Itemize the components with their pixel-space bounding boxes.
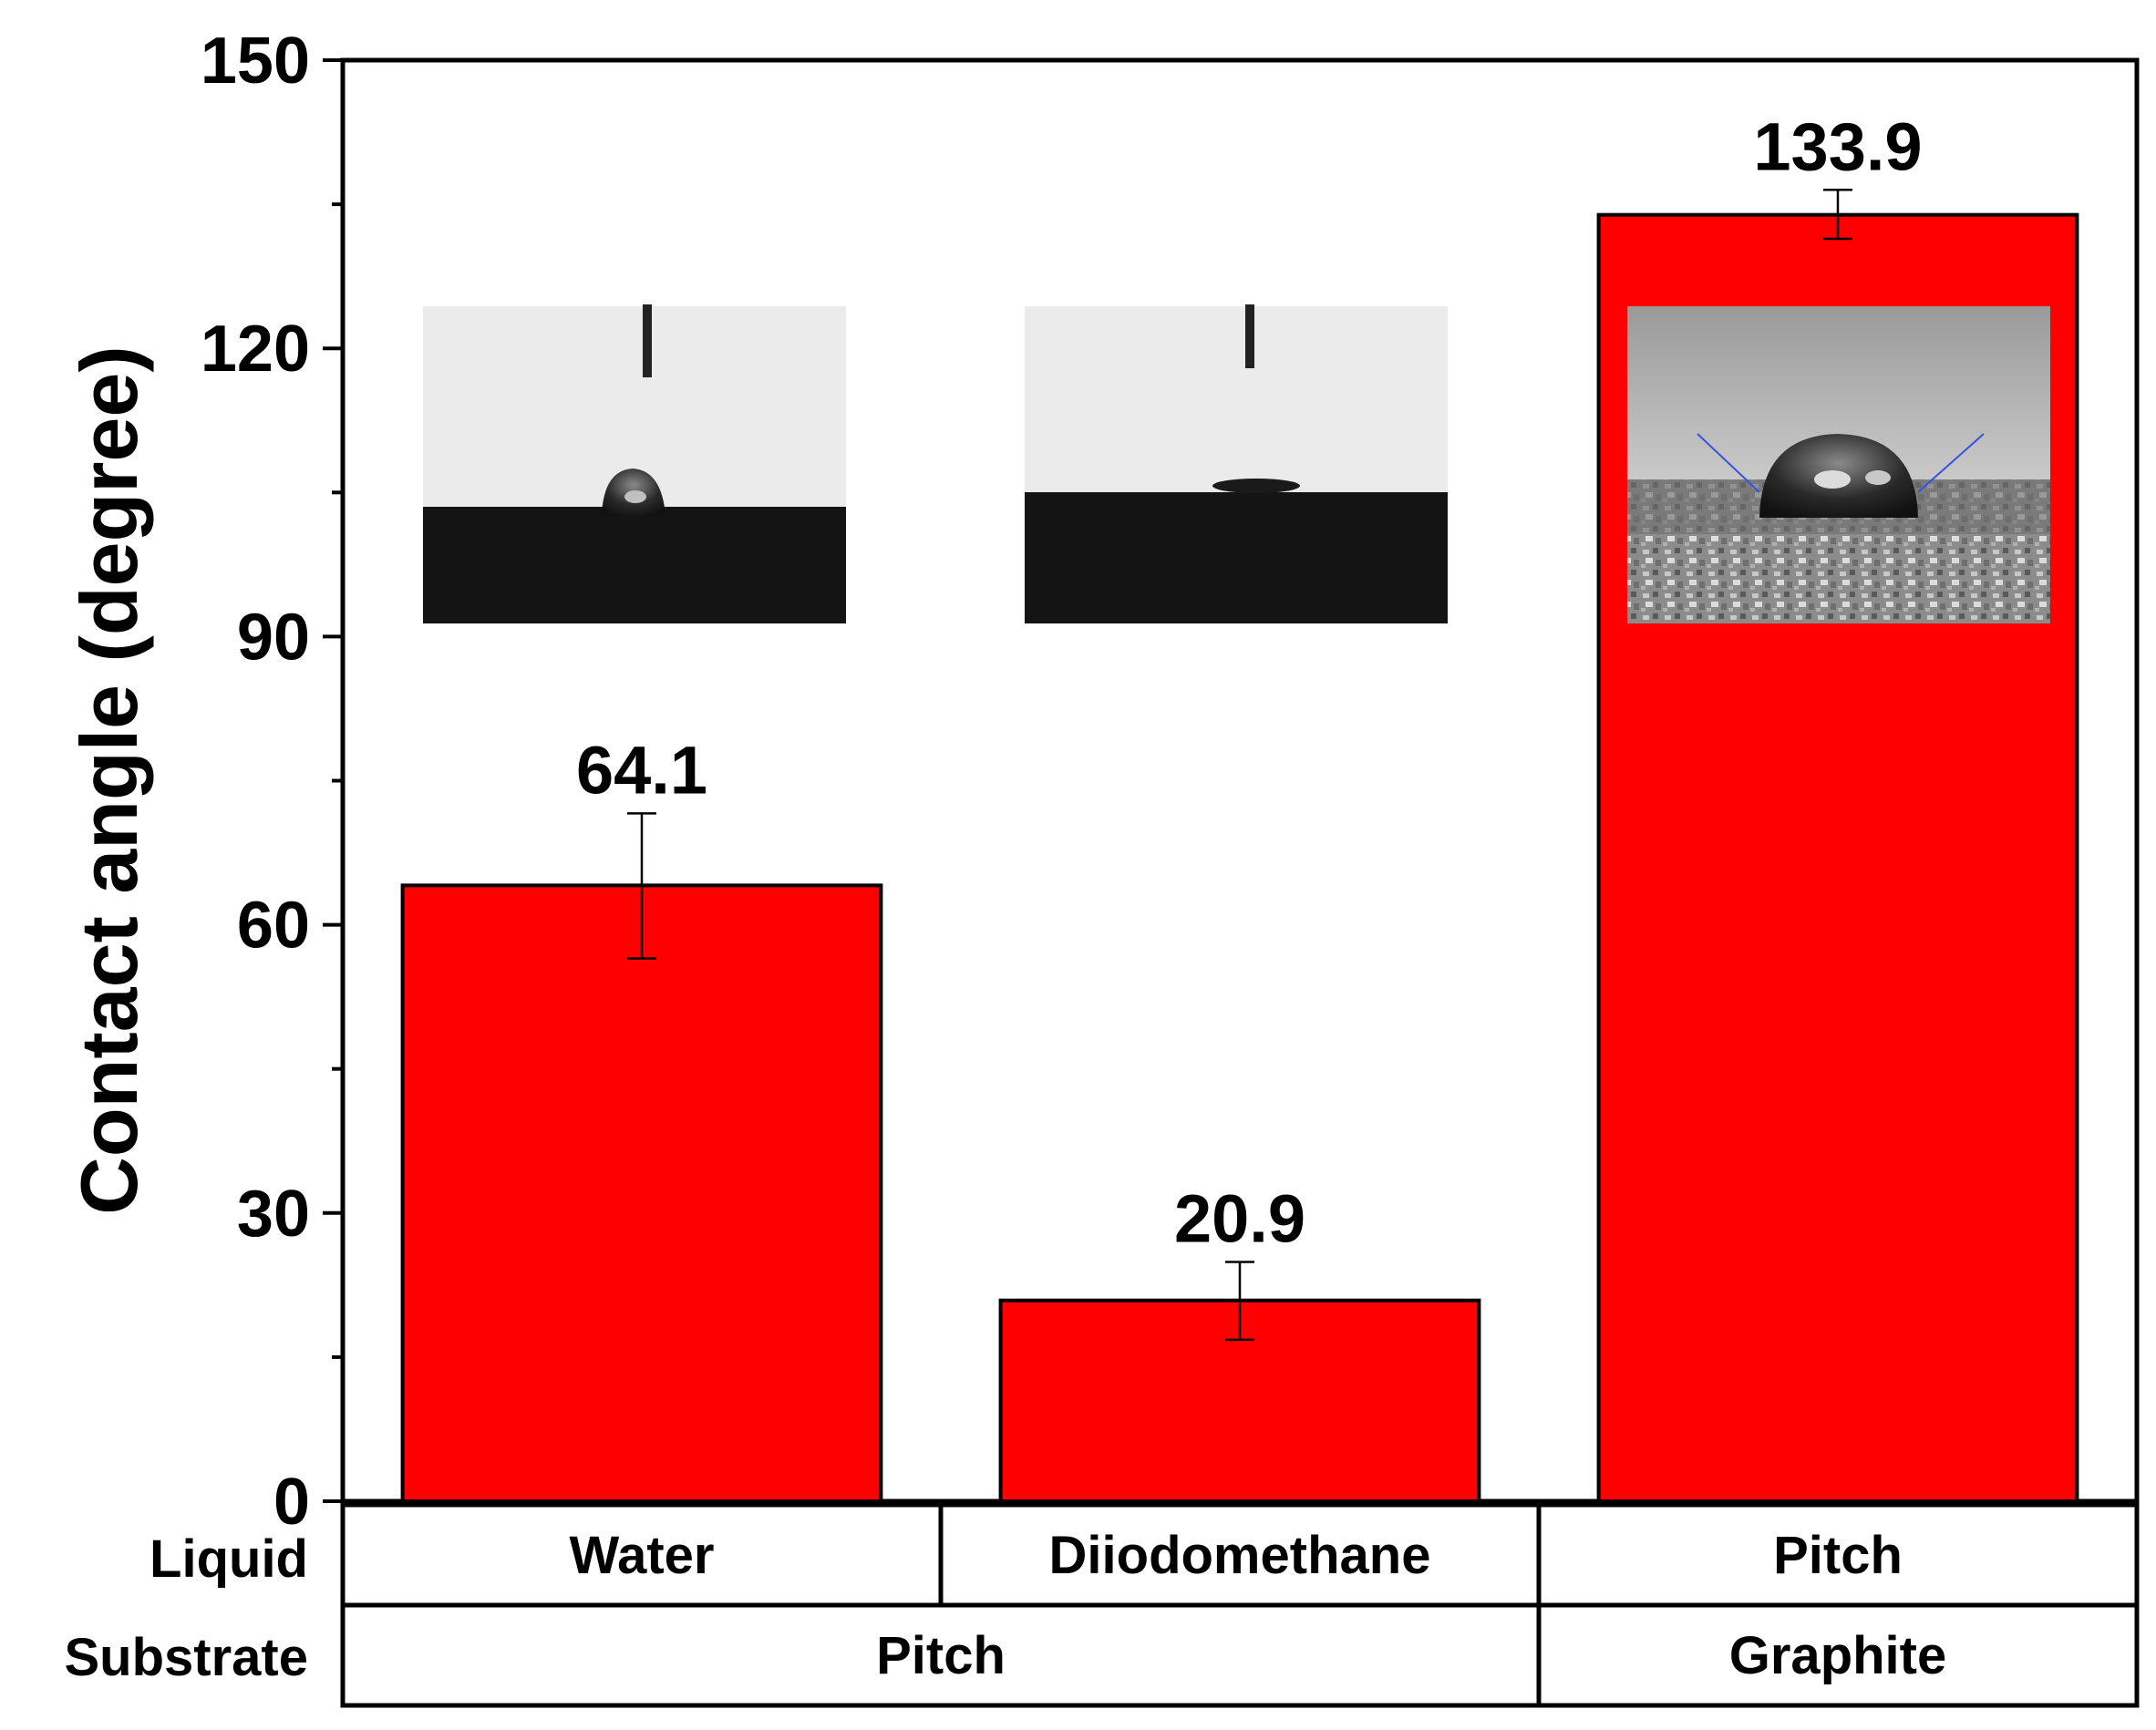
water-droplet-photo (423, 304, 846, 623)
y-tick-label: 90 (237, 601, 310, 674)
table-row-label-substrate: Substrate (64, 1628, 308, 1687)
table-substrate-graphite: Graphite (1729, 1626, 1947, 1685)
pitch-on-graphite-droplet-photo (1627, 306, 2050, 623)
y-tick-label: 30 (237, 1178, 310, 1251)
y-tick-label: 120 (201, 313, 310, 386)
table-liquid-diiodomethane: Diiodomethane (1049, 1526, 1431, 1585)
diiodomethane-droplet-photo (1025, 304, 1448, 623)
bar-water (400, 883, 883, 1503)
table-substrate-pitch: Pitch (876, 1626, 1006, 1685)
bar-value-label: 64.1 (576, 732, 707, 808)
y-tick-label: 150 (201, 25, 310, 98)
y-tick-label: 60 (237, 890, 310, 963)
data-table (340, 1502, 2140, 1708)
bar-value-label: 20.9 (1174, 1181, 1305, 1257)
y-tick-label: 0 (273, 1466, 310, 1539)
y-axis-ticks: 0 30 60 90 120 150 (201, 25, 343, 1539)
bar-value-label: 133.9 (1753, 108, 1922, 184)
y-axis-title: Contact angle (degree) (64, 345, 154, 1214)
table-liquid-water: Water (570, 1526, 715, 1585)
table-row-label-liquid: Liquid (150, 1529, 308, 1589)
table-liquid-pitch: Pitch (1773, 1526, 1903, 1585)
